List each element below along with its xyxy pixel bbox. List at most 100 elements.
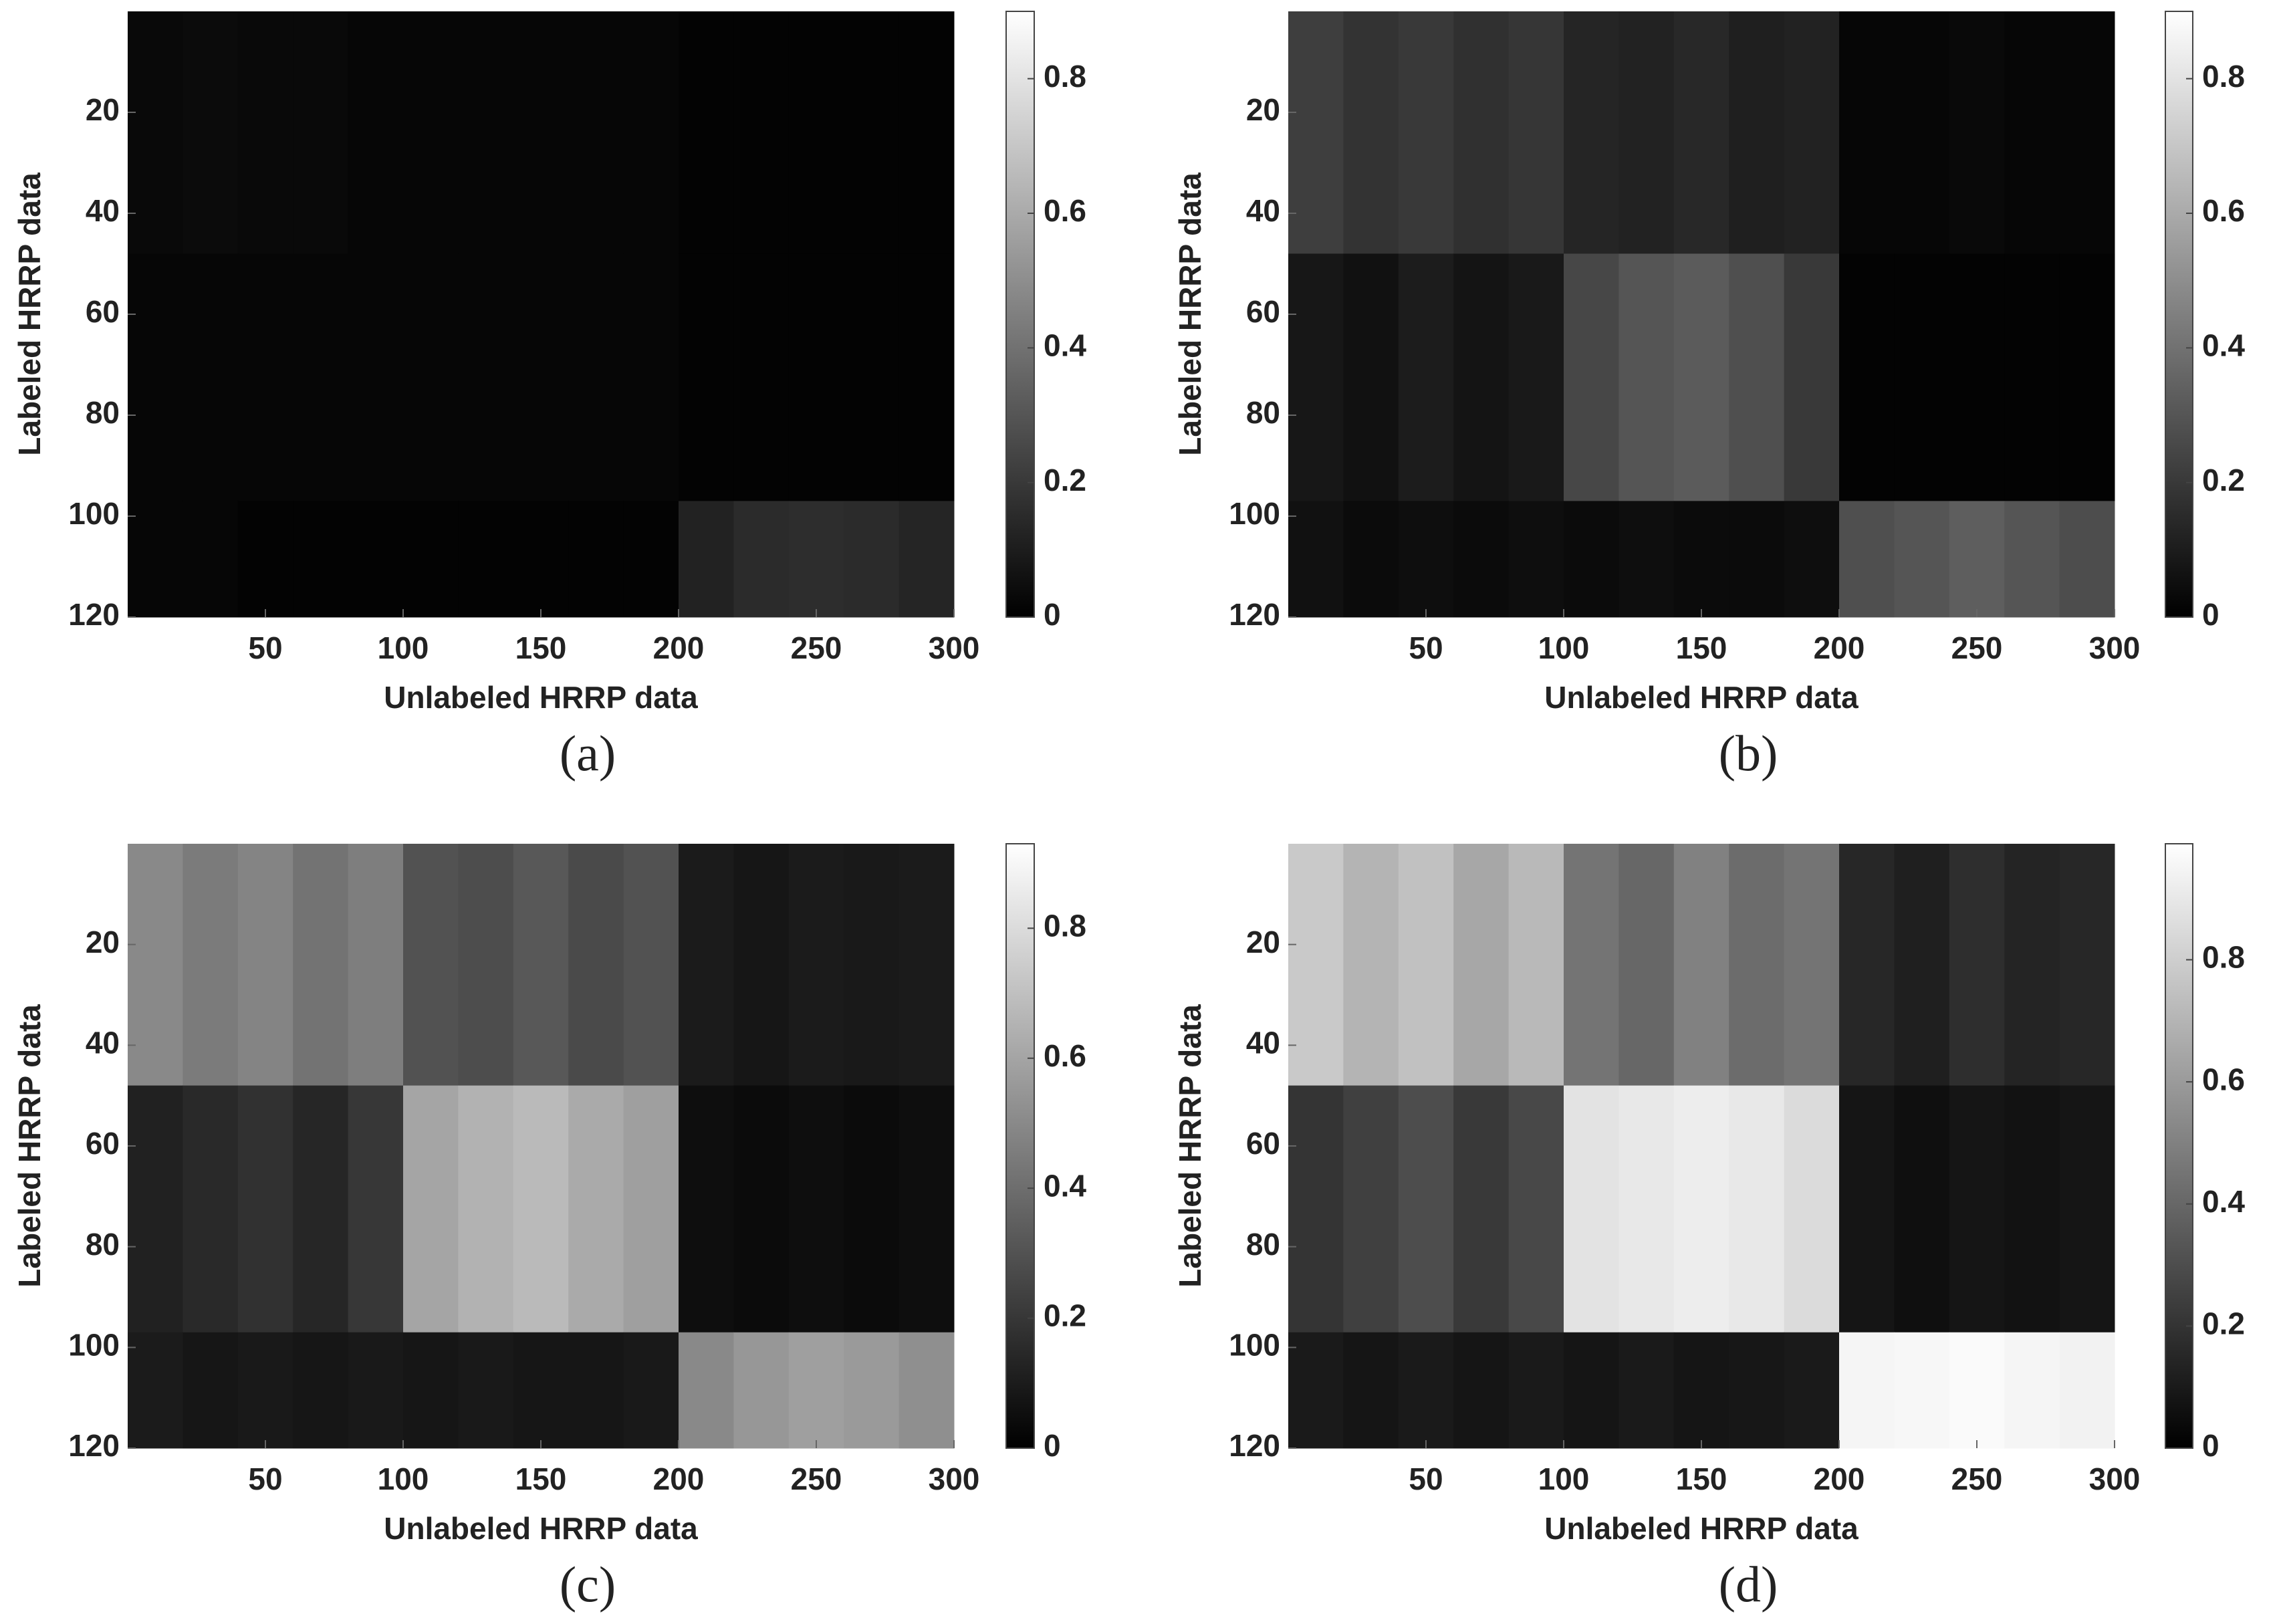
- y-tick-label: 60: [1246, 1126, 1280, 1161]
- heat-cell: [2059, 501, 2115, 618]
- heat-cell: [513, 501, 569, 618]
- heat-cell: [1729, 253, 1785, 501]
- heat-cell: [1839, 253, 1895, 501]
- heat-cell: [733, 1332, 790, 1449]
- heat-cell: [1673, 501, 1729, 618]
- heat-cell: [1729, 1332, 1785, 1449]
- y-tick-label: 120: [1229, 597, 1280, 632]
- heat-cell: [1508, 11, 1564, 254]
- y-tick-label: 20: [1246, 925, 1280, 959]
- y-tick-label: 60: [86, 1126, 120, 1161]
- x-tick-label: 150: [515, 630, 567, 665]
- heat-cell: [898, 1332, 955, 1449]
- heat-cell: [679, 253, 734, 501]
- heat-cell: [403, 501, 459, 618]
- x-tick-label: 50: [1409, 630, 1443, 665]
- colorbar-tick-label: 0.8: [1044, 59, 1086, 94]
- colorbar: [1005, 11, 1035, 618]
- colorbar-tick-label: 0.4: [1044, 328, 1086, 362]
- heat-cell: [1673, 253, 1729, 501]
- heat-cell: [1398, 253, 1454, 501]
- heat-cell: [293, 501, 349, 618]
- heat-cell: [237, 1085, 293, 1333]
- heat-cell: [1288, 11, 1344, 254]
- colorbar-tick-label: 0: [2202, 1428, 2220, 1463]
- heat-cell: [1398, 1332, 1454, 1449]
- heat-cell: [348, 844, 404, 1086]
- heat-cell: [403, 1332, 459, 1449]
- heat-cell: [568, 501, 624, 618]
- heat-cell: [237, 501, 293, 618]
- heat-cell: [1673, 11, 1729, 254]
- colorbar-tick-label: 0.8: [2202, 59, 2245, 94]
- y-tick-label: 40: [1246, 193, 1280, 228]
- heat-cell: [1343, 253, 1399, 501]
- heat-cell: [1453, 501, 1510, 618]
- x-axis-label: Unlabeled HRRP data: [384, 1511, 698, 1546]
- heat-cell: [2059, 1332, 2115, 1449]
- heat-cell: [1729, 11, 1785, 254]
- heat-cell: [788, 501, 844, 618]
- x-tick-label: 250: [1951, 1462, 2003, 1496]
- x-tick-label: 250: [791, 630, 842, 665]
- heat-cell: [2004, 253, 2060, 501]
- heat-cell: [183, 1332, 239, 1449]
- colorbar-tick-label: 0: [1044, 597, 1061, 632]
- colorbar-tick-label: 0: [2202, 597, 2220, 632]
- heat-cell: [403, 11, 459, 254]
- heat-cell: [2004, 1085, 2060, 1333]
- heat-cell: [1453, 11, 1510, 254]
- heat-cell: [458, 11, 514, 254]
- x-tick-label: 50: [248, 630, 282, 665]
- heat-cell: [623, 11, 679, 254]
- heat-cell: [1453, 844, 1510, 1086]
- heat-cell: [2004, 844, 2060, 1086]
- x-axis-label: Unlabeled HRRP data: [1544, 1511, 1859, 1546]
- y-axis-label: Labeled HRRP data: [12, 172, 47, 456]
- caption: (b): [1719, 725, 1778, 782]
- colorbar-tick-label: 0: [1044, 1428, 1061, 1463]
- y-tick-label: 20: [86, 92, 120, 127]
- heat-cell: [348, 11, 404, 254]
- heat-cell: [1343, 11, 1399, 254]
- heat-cell: [1343, 1332, 1399, 1449]
- heat-cell: [513, 1085, 569, 1333]
- y-tick-label: 80: [86, 1227, 120, 1262]
- heat-cell: [1619, 1085, 1675, 1333]
- heat-cell: [348, 1085, 404, 1333]
- colorbar-tick-label: 0.6: [2202, 1062, 2245, 1096]
- y-tick-label: 120: [1229, 1428, 1280, 1463]
- x-tick-label: 100: [378, 630, 429, 665]
- heat-cell: [458, 253, 514, 501]
- heat-cell: [623, 1332, 679, 1449]
- heat-cell: [623, 844, 679, 1086]
- heat-cell: [1288, 844, 1344, 1086]
- caption: (a): [560, 725, 616, 782]
- x-tick-label: 50: [248, 1462, 282, 1496]
- y-tick-label: 120: [68, 1428, 120, 1463]
- colorbar-tick-label: 0.6: [1044, 193, 1086, 228]
- heat-cell: [1564, 253, 1619, 501]
- heat-cell: [1288, 1332, 1344, 1449]
- heat-cell: [348, 1332, 404, 1449]
- heat-cell: [1839, 501, 1895, 618]
- colorbar: [2165, 11, 2193, 618]
- heat-cell: [1729, 501, 1785, 618]
- heat-cell: [1398, 11, 1454, 254]
- caption: (d): [1719, 1556, 1778, 1613]
- heat-cell: [2059, 1085, 2115, 1333]
- heat-cell: [1784, 1085, 1840, 1333]
- heat-cell: [679, 1332, 734, 1449]
- y-axis-label: Labeled HRRP data: [1173, 1004, 1207, 1288]
- heat-cell: [2004, 11, 2060, 254]
- x-tick-label: 300: [2089, 630, 2141, 665]
- heat-cell: [2004, 1332, 2060, 1449]
- y-axis-label: Labeled HRRP data: [12, 1004, 47, 1288]
- heat-cell: [844, 253, 900, 501]
- heat-cell: [513, 844, 569, 1086]
- x-tick-label: 100: [378, 1462, 429, 1496]
- x-tick-label: 250: [791, 1462, 842, 1496]
- heat-cell: [1343, 844, 1399, 1086]
- y-tick-label: 20: [1246, 92, 1280, 127]
- heat-cell: [293, 844, 349, 1086]
